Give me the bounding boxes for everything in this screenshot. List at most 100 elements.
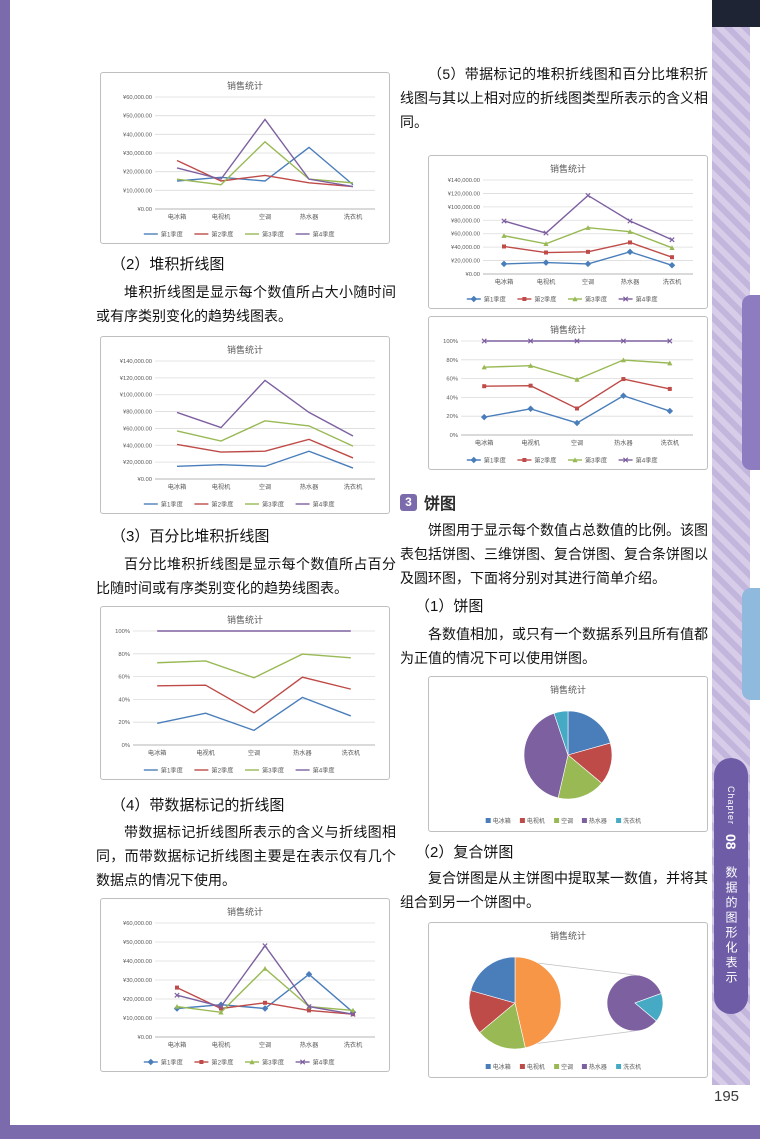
chapter-title: 数据的图形化表示 <box>724 865 738 986</box>
svg-text:第4季度: 第4季度 <box>313 500 335 508</box>
svg-text:洗衣机: 洗衣机 <box>661 439 680 447</box>
svg-text:销售统计: 销售统计 <box>227 80 263 91</box>
svg-text:¥60,000.00: ¥60,000.00 <box>123 426 152 432</box>
pie-intro-description: 饼图用于显示每个数值占总数值的比例。该图表包括饼图、三维饼图、复合饼图、复合条饼… <box>400 522 708 586</box>
svg-text:第1季度: 第1季度 <box>161 1058 183 1066</box>
top-corner-block <box>712 0 760 27</box>
svg-text:第4季度: 第4季度 <box>313 766 335 774</box>
svg-text:电冰箱: 电冰箱 <box>493 817 511 825</box>
svg-text:洗衣机: 洗衣机 <box>623 1063 641 1071</box>
svg-text:第2季度: 第2季度 <box>534 295 556 303</box>
svg-text:20%: 20% <box>118 720 130 726</box>
svg-text:电视机: 电视机 <box>527 1063 545 1071</box>
chapter-number: 08 <box>723 833 739 850</box>
svg-text:电冰箱: 电冰箱 <box>495 278 514 286</box>
percent-stacked-line-chart-sales: 销售统计 0% 20% 40% 60% 80% 100% 电冰箱 电视机 空调 热水器 洗衣机 第1季度… <box>100 606 390 780</box>
svg-text:20%: 20% <box>446 414 458 420</box>
svg-text:热水器: 热水器 <box>589 1063 607 1071</box>
svg-text:电视机: 电视机 <box>196 749 215 757</box>
heading-percent-stacked-line-chart: （3）百分比堆积折线图 <box>111 528 270 545</box>
svg-text:¥40,000.00: ¥40,000.00 <box>123 132 152 138</box>
svg-text:第3季度: 第3季度 <box>262 766 284 774</box>
heading-stacked-line-chart: （2）堆积折线图 <box>111 256 225 273</box>
marked-percent-stacked-line-chart-sales: 销售统计 0% 20% 40% 60% 80% 100% 电冰箱 电视机 空调 热水器 洗衣机 第1季度… <box>428 316 708 470</box>
svg-text:销售统计: 销售统计 <box>227 344 263 355</box>
svg-text:¥120,000.00: ¥120,000.00 <box>120 376 152 382</box>
marked-line-chart-sales: 销售统计 ¥0.00 ¥10,000.00 ¥20,000.00 ¥30,000.00 ¥… <box>100 898 390 1072</box>
svg-text:空调: 空调 <box>259 213 271 221</box>
bottom-border-strip <box>0 1125 760 1139</box>
left-border-strip <box>0 0 10 1139</box>
svg-text:0%: 0% <box>450 433 458 439</box>
svg-text:第1季度: 第1季度 <box>161 500 183 508</box>
svg-text:第1季度: 第1季度 <box>484 295 506 303</box>
pie-of-pie-description: 复合饼图是从主饼图中提取某一数值，并将其组合到另一个饼图中。 <box>400 870 708 910</box>
svg-text:电冰箱: 电冰箱 <box>168 1041 187 1049</box>
svg-text:¥20,000.00: ¥20,000.00 <box>451 259 480 265</box>
svg-text:空调: 空调 <box>259 483 271 491</box>
svg-text:100%: 100% <box>115 629 130 635</box>
percent-stacked-line-description: 百分比堆积折线图是显示每个数值所占百分比随时间或有序类别变化的趋势线图表。 <box>96 556 396 596</box>
svg-text:销售统计: 销售统计 <box>550 684 586 695</box>
svg-text:¥20,000.00: ¥20,000.00 <box>123 170 152 176</box>
svg-text:¥100,000.00: ¥100,000.00 <box>448 205 480 211</box>
svg-text:洗衣机: 洗衣机 <box>342 749 361 757</box>
svg-text:电视机: 电视机 <box>537 278 556 286</box>
svg-text:¥60,000.00: ¥60,000.00 <box>451 232 480 238</box>
svg-text:100%: 100% <box>443 339 458 345</box>
svg-text:0%: 0% <box>122 743 130 749</box>
svg-text:第3季度: 第3季度 <box>262 1058 284 1066</box>
svg-text:第2季度: 第2季度 <box>534 456 556 464</box>
marked-stacked-line-chart-sales: 销售统计 ¥0.00 ¥20,000.00 ¥40,000.00 ¥60,000.00 ¥… <box>428 155 708 309</box>
svg-text:¥60,000.00: ¥60,000.00 <box>123 95 152 101</box>
svg-text:¥140,000.00: ¥140,000.00 <box>120 359 152 365</box>
svg-text:销售统计: 销售统计 <box>550 930 586 941</box>
svg-text:¥20,000.00: ¥20,000.00 <box>123 460 152 466</box>
svg-text:电视机: 电视机 <box>527 817 545 825</box>
svg-text:电冰箱: 电冰箱 <box>168 483 187 491</box>
svg-text:洗衣机: 洗衣机 <box>344 1041 363 1049</box>
svg-text:80%: 80% <box>118 652 130 658</box>
marked-stacked-description: （5）带据标记的堆积折线图和百分比堆积折线图与其以上相对应的折线图类型所表示的含… <box>400 66 708 130</box>
pie-of-pie-chart-sales: 销售统计 电冰箱 电视机 空调 热水器 洗衣机 <box>428 922 708 1078</box>
svg-text:第1季度: 第1季度 <box>484 456 506 464</box>
svg-text:¥30,000.00: ¥30,000.00 <box>123 151 152 157</box>
section-title: 饼图 <box>424 496 457 513</box>
svg-text:洗衣机: 洗衣机 <box>623 817 641 825</box>
svg-text:第4季度: 第4季度 <box>636 295 658 303</box>
svg-text:¥120,000.00: ¥120,000.00 <box>448 191 480 197</box>
page-number: 195 <box>714 1088 740 1105</box>
svg-text:洗衣机: 洗衣机 <box>663 278 682 286</box>
svg-text:热水器: 热水器 <box>300 1041 319 1049</box>
svg-text:第1季度: 第1季度 <box>161 230 183 238</box>
svg-text:洗衣机: 洗衣机 <box>344 213 363 221</box>
svg-text:¥80,000.00: ¥80,000.00 <box>451 218 480 224</box>
svg-text:销售统计: 销售统计 <box>550 324 586 335</box>
chapter-label: Chapter <box>726 786 736 826</box>
svg-text:销售统计: 销售统计 <box>550 163 586 174</box>
svg-text:¥10,000.00: ¥10,000.00 <box>123 188 152 194</box>
svg-text:空调: 空调 <box>571 439 583 447</box>
chapter-tab-text: Chapter 08 数据的图形化表示 <box>723 786 739 986</box>
svg-text:电视机: 电视机 <box>521 439 540 447</box>
svg-text:¥20,000.00: ¥20,000.00 <box>123 997 152 1003</box>
svg-text:热水器: 热水器 <box>300 483 319 491</box>
svg-text:¥100,000.00: ¥100,000.00 <box>120 393 152 399</box>
svg-text:电视机: 电视机 <box>212 213 231 221</box>
svg-text:第3季度: 第3季度 <box>262 230 284 238</box>
svg-text:¥40,000.00: ¥40,000.00 <box>123 443 152 449</box>
heading-pie-chart: （1）饼图 <box>415 598 484 615</box>
svg-text:热水器: 热水器 <box>589 817 607 825</box>
svg-text:第3季度: 第3季度 <box>585 295 607 303</box>
svg-text:空调: 空调 <box>248 749 260 757</box>
svg-text:¥140,000.00: ¥140,000.00 <box>448 178 480 184</box>
pie-description: 各数值相加，或只有一个数据系列且所有值都为正值的情况下可以使用饼图。 <box>400 626 708 666</box>
section-heading-pie: 3 饼图 <box>400 490 456 514</box>
svg-text:第3季度: 第3季度 <box>585 456 607 464</box>
section-number-badge: 3 <box>400 493 417 511</box>
svg-text:空调: 空调 <box>561 817 573 825</box>
svg-text:¥0.00: ¥0.00 <box>137 477 152 483</box>
svg-text:¥40,000.00: ¥40,000.00 <box>451 245 480 251</box>
svg-text:热水器: 热水器 <box>300 213 319 221</box>
